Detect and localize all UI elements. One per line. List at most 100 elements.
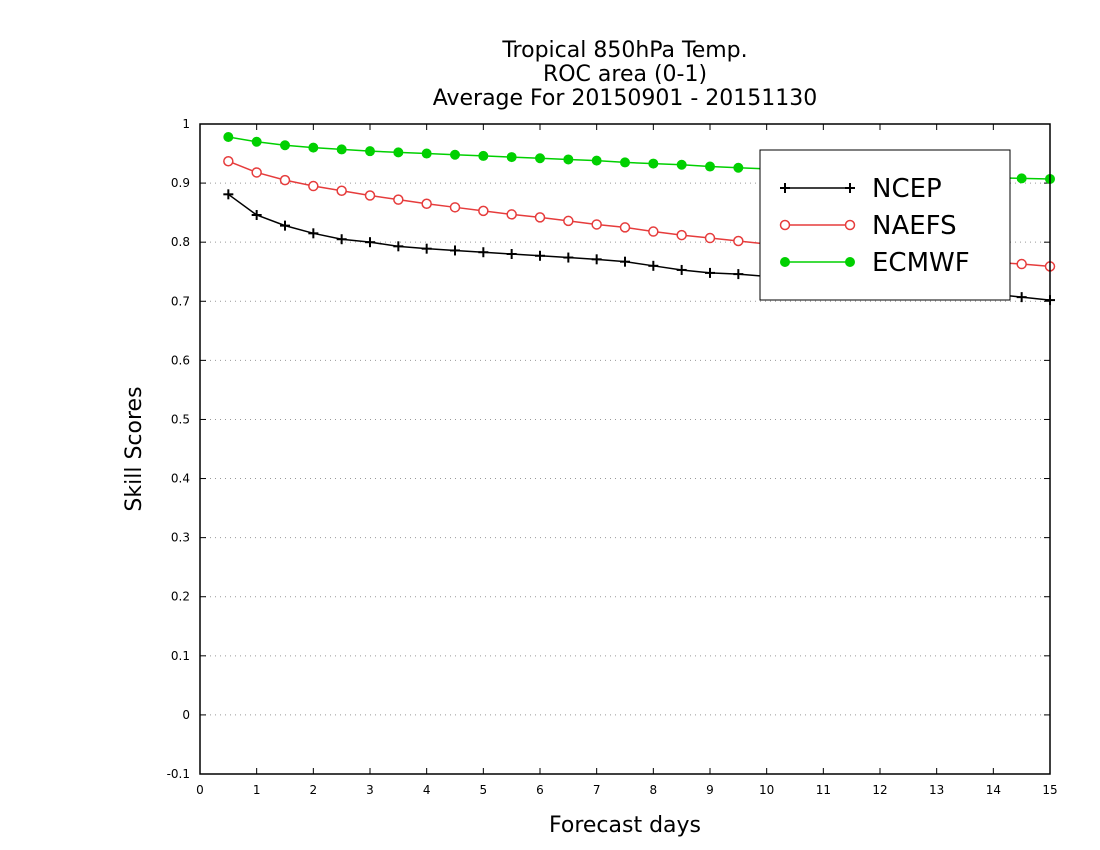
data-point-ncep (506, 249, 517, 259)
legend-marker-ncep (780, 183, 790, 193)
data-point-naefs (676, 229, 687, 241)
data-point-ecmwf (308, 142, 319, 153)
data-point-naefs (506, 209, 517, 220)
x-tick-label: 7 (593, 783, 601, 797)
data-point-ecmwf (648, 158, 659, 169)
x-tick-label: 4 (423, 783, 431, 797)
x-tick-label: 3 (366, 783, 374, 797)
y-tick-label: 0.4 (171, 472, 190, 486)
data-point-ncep (450, 245, 460, 256)
data-point-naefs (251, 167, 262, 178)
legend-marker-ecmwf (780, 257, 790, 267)
data-point-ncep (365, 237, 375, 248)
y-tick-label: 0.5 (171, 412, 190, 426)
y-tick-label: 0.3 (171, 531, 190, 545)
data-point-naefs (336, 185, 347, 197)
data-point-ncep (733, 269, 744, 280)
data-point-ncep (393, 241, 404, 252)
x-tick-label: 13 (929, 783, 944, 797)
data-point-naefs (648, 226, 659, 237)
data-point-ecmwf (1016, 173, 1027, 184)
data-point-ecmwf (251, 136, 262, 147)
data-point-ncep (1016, 292, 1027, 303)
x-tick-label: 9 (706, 783, 714, 797)
y-tick-label: 1 (182, 117, 190, 131)
legend-marker-ecmwf (845, 257, 855, 267)
data-point-ncep (336, 234, 347, 245)
data-point-naefs (534, 212, 546, 223)
x-tick-label: 5 (480, 783, 488, 797)
y-tick-label: 0.7 (171, 294, 190, 308)
x-tick-label: 2 (310, 783, 318, 797)
x-axis-label: Forecast days (549, 813, 701, 838)
legend-box (759, 149, 1011, 301)
data-point-naefs (421, 198, 432, 210)
data-point-ecmwf (676, 159, 687, 170)
legend-label-ecmwf: ECMWF (872, 248, 970, 278)
data-point-ncep (280, 220, 290, 231)
data-point-ecmwf (478, 150, 489, 161)
chart-title-line-3: Average For 20150901 - 20151130 (433, 86, 818, 111)
data-point-ncep (705, 267, 715, 278)
data-point-naefs (364, 190, 376, 201)
data-point-ncep (620, 256, 630, 267)
data-point-ncep (563, 252, 574, 263)
data-point-ncep (223, 189, 234, 200)
legend: NCEP NAEFS ECMWF (759, 149, 1011, 301)
data-point-naefs (308, 180, 319, 192)
data-point-ecmwf (733, 162, 744, 173)
data-point-ecmwf (421, 148, 432, 159)
data-point-naefs (704, 232, 716, 244)
plot-frame (199, 123, 1051, 775)
y-tick-label: 0.1 (171, 649, 190, 663)
x-tick-label: 6 (536, 783, 544, 797)
data-point-ecmwf (450, 149, 460, 160)
data-point-ecmwf (393, 147, 404, 158)
data-point-naefs (619, 222, 631, 233)
y-tick-label: 0.8 (171, 235, 190, 249)
data-point-ecmwf (336, 144, 347, 155)
data-point-ecmwf (535, 153, 545, 164)
y-tick-label: 0.9 (171, 176, 190, 190)
data-point-ecmwf (365, 146, 375, 157)
data-point-ncep (308, 228, 319, 239)
x-tick-label: 10 (759, 783, 774, 797)
data-point-ncep (676, 264, 687, 275)
x-tick-label: 14 (986, 783, 1001, 797)
chart-title-line-2: ROC area (0-1) (543, 62, 707, 87)
legend-marker-ncep (845, 183, 855, 193)
data-point-ncep (648, 260, 659, 271)
data-point-naefs (393, 194, 404, 205)
data-point-naefs (1016, 258, 1027, 270)
x-tick-label: 8 (650, 783, 658, 797)
data-point-naefs (591, 219, 602, 230)
legend-marker-naefs (779, 219, 791, 231)
legend-label-ncep: NCEP (872, 174, 942, 204)
data-point-ecmwf (280, 140, 290, 151)
data-point-ecmwf (506, 152, 517, 163)
y-axis-label: Skill Scores (122, 386, 147, 511)
data-point-ncep (535, 250, 545, 261)
x-tick-label: 12 (872, 783, 887, 797)
y-tick-label: -0.1 (167, 767, 190, 781)
y-tick-label: 0.2 (171, 590, 190, 604)
legend-marker-naefs (844, 219, 856, 231)
data-point-ecmwf (563, 154, 574, 165)
axis-ticks: -0.100.10.20.30.40.50.60.70.80.910 1 2 3 4 5 6… (167, 117, 1058, 797)
x-tick-label: 11 (816, 783, 831, 797)
chart-title-line-1: Tropical 850hPa Temp. (501, 38, 747, 63)
data-point-ncep (478, 247, 489, 258)
data-point-ncep (251, 210, 262, 220)
x-tick-label: 15 (1042, 783, 1057, 797)
data-point-ncep (421, 243, 432, 254)
data-point-naefs (279, 174, 291, 186)
legend-label-naefs: NAEFS (872, 211, 957, 241)
x-tick-label: 1 (253, 783, 261, 797)
data-point-ecmwf (620, 157, 630, 168)
data-point-naefs (563, 215, 574, 227)
gridlines (200, 182, 1050, 716)
y-tick-label: 0.6 (171, 353, 190, 367)
y-tick-label: 0 (182, 708, 190, 722)
data-point-ecmwf (223, 132, 234, 142)
